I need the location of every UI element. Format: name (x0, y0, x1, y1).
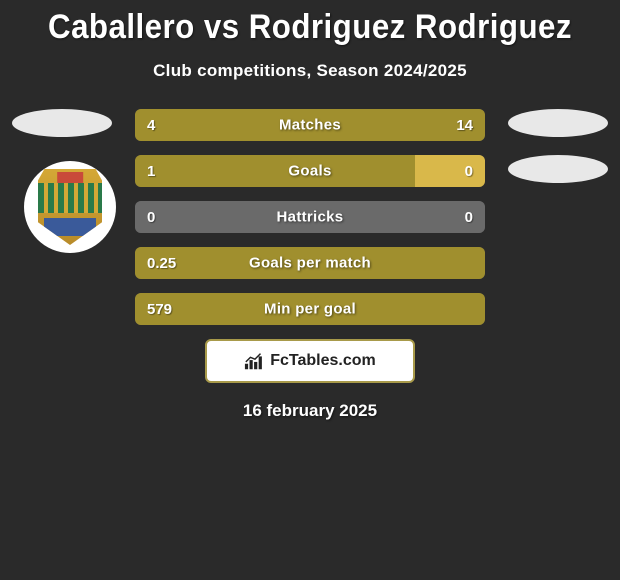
stat-label: Goals (288, 163, 331, 180)
stat-row: 414Matches (135, 109, 485, 141)
stat-right-value: 0 (415, 155, 485, 187)
date-label: 16 february 2025 (0, 401, 620, 421)
chart-icon (244, 351, 266, 371)
stat-left-value: 4 (135, 109, 212, 141)
stat-right-value (473, 247, 485, 279)
player-right-ellipse-1 (508, 109, 608, 137)
stat-row: 579Min per goal (135, 293, 485, 325)
stat-left-value: 1 (135, 155, 415, 187)
stats-list: 414Matches 10 Goals 00Hattricks 0.25Goals pe… (135, 109, 485, 325)
club-badge (24, 161, 116, 253)
stats-section: 414Matches 10 Goals 00Hattricks 0.25Goals pe… (0, 109, 620, 421)
stat-row: 0.25Goals per match (135, 247, 485, 279)
brand-badge[interactable]: FcTables.com (205, 339, 415, 383)
player-right-ellipse-2 (508, 155, 608, 183)
brand-text: FcTables.com (270, 352, 376, 370)
stat-label: Goals per match (249, 255, 371, 272)
stat-label: Hattricks (277, 209, 344, 226)
stat-right-value: 14 (212, 109, 485, 141)
stat-right-value (473, 293, 485, 325)
player-left-ellipse (12, 109, 112, 137)
page-title: Caballero vs Rodriguez Rodriguez (25, 8, 595, 47)
stat-label: Matches (279, 117, 341, 134)
stat-row: 00Hattricks (135, 201, 485, 233)
stat-label: Min per goal (264, 301, 356, 318)
comparison-card: Caballero vs Rodriguez Rodriguez Club co… (0, 0, 620, 421)
club-crest-icon (38, 169, 102, 245)
stat-row: 10 Goals (135, 155, 485, 187)
subtitle: Club competitions, Season 2024/2025 (0, 61, 620, 81)
